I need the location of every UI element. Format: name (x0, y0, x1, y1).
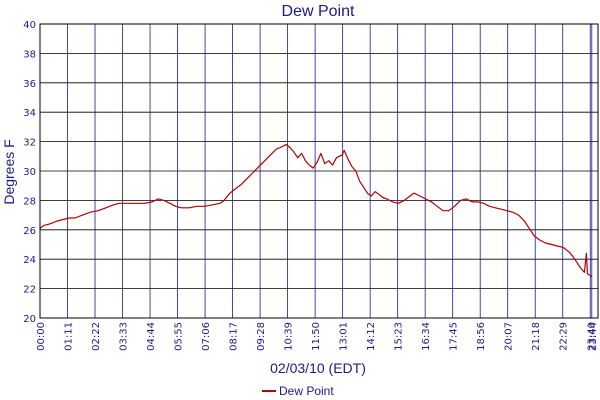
x-tick-label: 17:45 (449, 322, 460, 351)
y-tick-label: 40 (23, 20, 36, 31)
y-tick-label: 34 (23, 108, 36, 119)
x-tick-label: 20:07 (504, 322, 515, 351)
x-tick-label: 22:29 (559, 322, 570, 351)
y-tick-label: 26 (23, 226, 36, 237)
y-tick-label: 38 (23, 49, 36, 60)
y-tick-label: 20 (23, 314, 36, 325)
x-tick-label: 03:33 (119, 322, 130, 351)
x-tick-label: 08:17 (229, 322, 240, 351)
x-axis-label: 02/03/10 (EDT) (270, 360, 366, 376)
x-tick-label: 18:56 (476, 322, 487, 351)
x-tick-label: 04:44 (146, 322, 157, 351)
x-tick-label: 11:50 (311, 322, 322, 351)
series-layer (39, 143, 593, 278)
x-tick-label: 07:06 (201, 322, 212, 351)
y-tick-label: 22 (23, 285, 36, 296)
x-tick-label: 05:55 (174, 322, 185, 351)
x-tick-label: 15:23 (394, 322, 405, 351)
x-tick-label: 01:11 (64, 322, 75, 351)
legend-label: Dew Point (279, 384, 334, 398)
x-tick-label: 21:18 (531, 322, 542, 351)
plot-frame (39, 23, 599, 319)
y-axis-label: Degrees F (1, 139, 17, 204)
y-tick-label: 32 (23, 138, 36, 149)
grid-lines (39, 23, 598, 319)
x-tick-label: 23:44 (588, 322, 599, 351)
x-tick-label: 23:40 (586, 322, 597, 351)
x-tick-label: 09:28 (256, 322, 267, 351)
y-tick-label: 30 (23, 167, 36, 178)
chart-title: Dew Point (282, 3, 355, 20)
y-tick-label: 24 (23, 255, 36, 266)
series-line-dew-point (39, 143, 593, 278)
x-tick-label: 13:01 (339, 322, 350, 351)
tick-labels: 20 22 24 26 28 30 32 34 36 38 40 00:00 01:11 02:22 03:… (23, 20, 599, 351)
x-tick-label: 00:00 (36, 322, 47, 351)
legend: Dew Point (262, 384, 334, 398)
x-tick-label: 16:34 (421, 322, 432, 351)
x-tick-label: 02:22 (91, 322, 102, 351)
y-tick-label: 36 (23, 79, 36, 90)
y-tick-label: 28 (23, 196, 36, 207)
x-tick-label: 14:12 (366, 322, 377, 351)
x-tick-label: 10:39 (284, 322, 295, 351)
